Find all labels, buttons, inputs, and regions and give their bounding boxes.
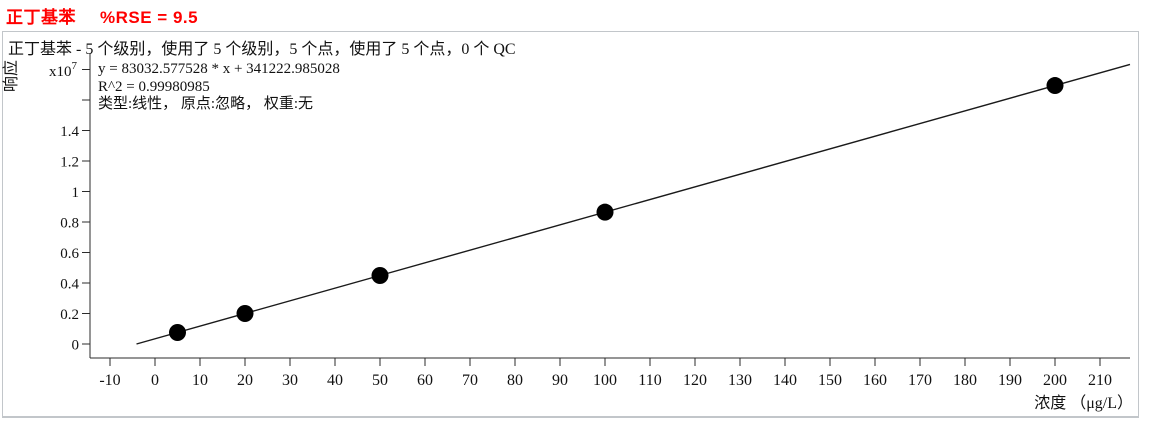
x-tick-label: 160	[863, 372, 887, 389]
x-tick-label: 100	[593, 372, 617, 389]
x-tick-label: 70	[462, 372, 478, 389]
x-tick-label: 170	[908, 372, 932, 389]
x-tick-label: 30	[282, 372, 298, 389]
x-tick-label: 60	[417, 372, 433, 389]
x-axis-label: 浓度 （μg/L）	[1034, 394, 1133, 412]
y-tick-label: 1	[72, 185, 80, 201]
x-tick-label: 150	[818, 372, 842, 389]
x-tick-label: 80	[507, 372, 523, 389]
x-tick-label: 90	[552, 372, 568, 389]
x-tick-label: 40	[327, 372, 343, 389]
y-scale-base: x10	[49, 64, 72, 80]
x-tick-label: 190	[998, 372, 1022, 389]
y-axis-label: 响应	[1, 60, 20, 92]
calibration-curve-panel[interactable]	[2, 31, 1139, 418]
compound-title-bar: 正丁基苯 %RSE = 9.5	[6, 3, 198, 29]
y-tick-label: 0.4	[60, 277, 79, 293]
fit-parameters: 类型:线性， 原点:忽略， 权重:无	[98, 96, 314, 112]
x-tick-label: 200	[1043, 372, 1067, 389]
fit-line	[136, 63, 1131, 345]
x-tick-label: 140	[773, 372, 797, 389]
x-tick-label: 110	[638, 372, 661, 389]
fit-r-squared: R^2 = 0.99980985	[98, 78, 210, 95]
rse-value: %RSE = 9.5	[100, 8, 199, 27]
x-tick-label: 120	[683, 372, 707, 389]
fit-annotation: y = 83032.577528 * x + 341222.985028 R^2…	[98, 61, 340, 114]
compound-name: 正丁基苯	[6, 8, 76, 27]
y-tick-label: 0.6	[60, 246, 79, 262]
x-tick-label: 130	[728, 372, 752, 389]
x-tick-label: 0	[151, 372, 159, 389]
x-tick-label: 50	[372, 372, 388, 389]
y-tick-label: 1.2	[60, 155, 79, 171]
y-tick-label: 0.8	[60, 216, 79, 232]
y-tick-label: 1.4	[60, 124, 79, 140]
y-tick-label: 0.2	[60, 307, 79, 323]
x-tick-label: 10	[192, 372, 208, 389]
data-point[interactable]	[1046, 77, 1064, 95]
data-point[interactable]	[236, 304, 254, 322]
fit-equation: y = 83032.577528 * x + 341222.985028	[98, 61, 340, 77]
x-tick-label: 20	[237, 372, 253, 389]
x-tick-label: -10	[99, 372, 120, 389]
y-tick-label: 0	[72, 338, 80, 354]
x-tick-label: 210	[1088, 372, 1112, 389]
calibration-summary: 正丁基苯 - 5 个级别，使用了 5 个级别，5 个点，使用了 5 个点，0 个…	[8, 41, 516, 58]
data-point[interactable]	[371, 266, 389, 284]
data-point[interactable]	[596, 203, 614, 221]
y-scale-exponent: 7	[72, 60, 78, 72]
x-tick-label: 180	[953, 372, 977, 389]
data-point[interactable]	[169, 323, 186, 341]
y-axis-scale-label: x107	[49, 60, 78, 80]
